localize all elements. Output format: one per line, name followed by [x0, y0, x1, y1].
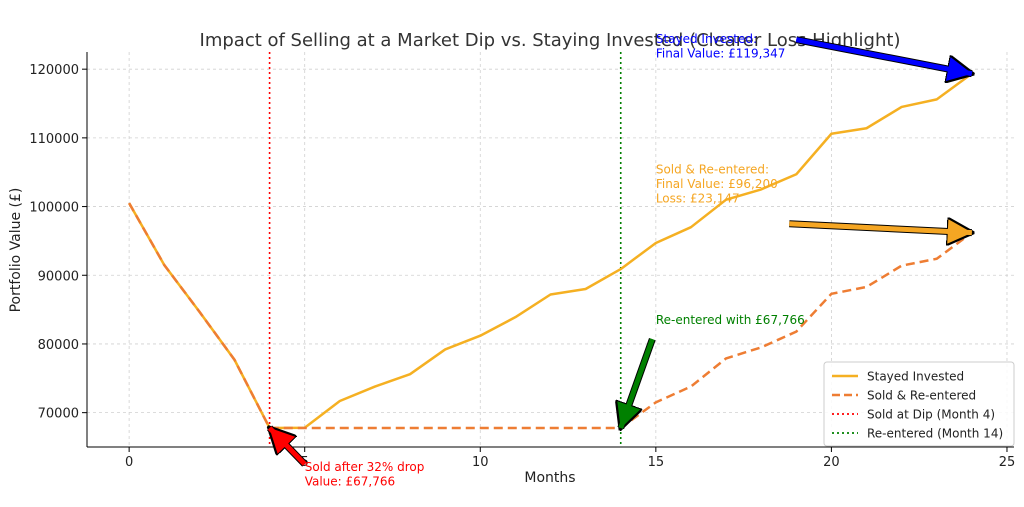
- y-tick-label: 120000: [29, 63, 79, 78]
- legend-box: [823, 361, 1015, 447]
- x-tick-label: 15: [648, 455, 665, 470]
- annotation-arrow: [267, 426, 307, 466]
- annotation-text-stayed: Stayed Invested:: [656, 32, 757, 46]
- y-tick-label: 90000: [38, 269, 79, 284]
- annotation-text-soldpt: Value: £67,766: [305, 475, 395, 489]
- x-tick-label: 25: [999, 455, 1016, 470]
- annotation-text-sold: Final Value: £96,200: [656, 177, 778, 191]
- series-line-sold-reentered: [128, 202, 973, 430]
- annotation-arrow: [618, 338, 655, 429]
- y-tick-label: 80000: [38, 338, 79, 353]
- annotation-arrow: [795, 37, 973, 77]
- x-axis-label: Months: [524, 470, 575, 486]
- x-tick-label: 10: [472, 455, 489, 470]
- plot-area: 0510152025700008000090000100000110000120…: [29, 32, 1015, 488]
- y-tick-label: 70000: [38, 407, 79, 422]
- legend-label: Stayed Invested: [867, 370, 964, 384]
- legend-label: Sold & Re-entered: [867, 389, 976, 403]
- legend: Stayed Invested Sold & Re-entered Sold at …: [823, 361, 1015, 447]
- annotation-text-soldpt: Sold after 32% drop: [305, 460, 425, 474]
- legend-label: Re-entered (Month 14): [867, 427, 1003, 441]
- legend-label: Sold at Dip (Month 4): [867, 408, 995, 422]
- annotation-text-sold: Sold & Re-entered:: [656, 163, 769, 177]
- annotation-arrow: [789, 221, 972, 236]
- y-tick-label: 110000: [29, 132, 79, 147]
- y-axis-label: Portfolio Value (£): [8, 188, 24, 313]
- annotation-text-reentered: Re-entered with £67,766: [656, 313, 805, 327]
- annotation-text-stayed: Final Value: £119,347: [656, 47, 786, 61]
- y-tick-label: 100000: [29, 201, 79, 216]
- chart-title: Impact of Selling at a Market Dip vs. St…: [200, 30, 901, 51]
- x-tick-label: 20: [823, 455, 840, 470]
- annotation-text-sold: Loss: £23,147: [656, 192, 740, 206]
- x-tick-label: 0: [125, 455, 133, 470]
